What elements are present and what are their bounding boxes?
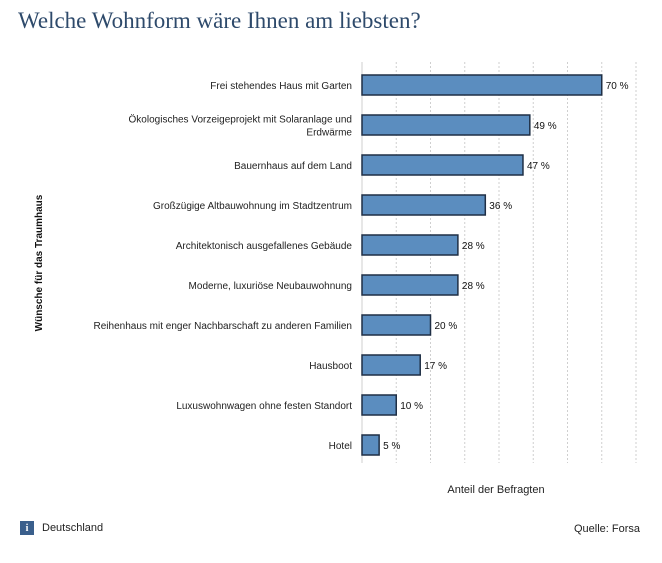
value-label: 36 % <box>489 201 512 212</box>
category-label: Moderne, luxuriöse Neubauwohnung <box>189 281 352 292</box>
y-axis-label: Wünsche für das Traumhaus <box>34 194 45 331</box>
bar[interactable] <box>361 354 421 376</box>
value-label: 47 % <box>527 161 550 172</box>
chart-title: Welche Wohnform wäre Ihnen am liebsten? <box>18 8 421 33</box>
bar[interactable] <box>361 434 380 456</box>
value-label: 20 % <box>435 321 458 332</box>
category-label-line: Ökologisches Vorzeigeprojekt mit Solaran… <box>129 114 352 126</box>
category-label-line: Luxuswohnwagen ohne festen Standort <box>176 401 352 412</box>
category-label: Bauernhaus auf dem Land <box>234 161 352 172</box>
bars: 70 % 49 % 47 % 36 % 28 % 28 % 20 % 17 % 10 % 5 % <box>361 74 629 456</box>
category-labels: Frei stehendes Haus mit Garten Ökologisch… <box>94 81 353 452</box>
category-label: Ökologisches Vorzeigeprojekt mit Solaran… <box>129 114 353 139</box>
category-label-line: Hotel <box>329 441 352 452</box>
value-label: 70 % <box>606 81 629 92</box>
x-axis-label: Anteil der Befragten <box>447 484 544 496</box>
category-label-line: Architektonisch ausgefallenes Gebäude <box>176 241 353 252</box>
bar[interactable] <box>361 234 459 256</box>
bar[interactable] <box>361 314 432 336</box>
category-label-line: Reihenhaus mit enger Nachbarschaft zu an… <box>94 321 352 332</box>
category-label: Frei stehendes Haus mit Garten <box>210 81 352 92</box>
category-label: Luxuswohnwagen ohne festen Standort <box>176 401 352 412</box>
value-label: 28 % <box>462 241 485 252</box>
category-label-line: Großzügige Altbauwohnung im Stadtzentrum <box>153 201 352 212</box>
category-label: Großzügige Altbauwohnung im Stadtzentrum <box>153 201 352 212</box>
value-label: 49 % <box>534 121 557 132</box>
category-label: Reihenhaus mit enger Nachbarschaft zu an… <box>94 321 352 332</box>
bar[interactable] <box>361 394 397 416</box>
category-label-line: Erdwärme <box>306 128 352 139</box>
region-label: Deutschland <box>42 522 104 534</box>
category-label: Hausboot <box>309 361 352 372</box>
value-label: 17 % <box>424 361 447 372</box>
category-label-line: Bauernhaus auf dem Land <box>234 161 352 172</box>
bar[interactable] <box>361 194 487 216</box>
bar[interactable] <box>361 154 524 176</box>
bar[interactable] <box>361 74 603 96</box>
category-label-line: Hausboot <box>309 361 352 372</box>
bar[interactable] <box>361 114 531 136</box>
footer-region: i Deutschland <box>20 521 103 535</box>
category-label: Architektonisch ausgefallenes Gebäude <box>176 241 353 252</box>
source-label: Quelle: Forsa <box>573 523 640 535</box>
bar[interactable] <box>361 274 459 296</box>
category-label-line: Moderne, luxuriöse Neubauwohnung <box>189 281 352 292</box>
value-label: 10 % <box>400 401 423 412</box>
info-icon[interactable]: i <box>20 521 34 535</box>
category-label: Hotel <box>329 441 352 452</box>
category-label-line: Frei stehendes Haus mit Garten <box>210 81 352 92</box>
value-label: 5 % <box>383 441 400 452</box>
value-label: 28 % <box>462 281 485 292</box>
